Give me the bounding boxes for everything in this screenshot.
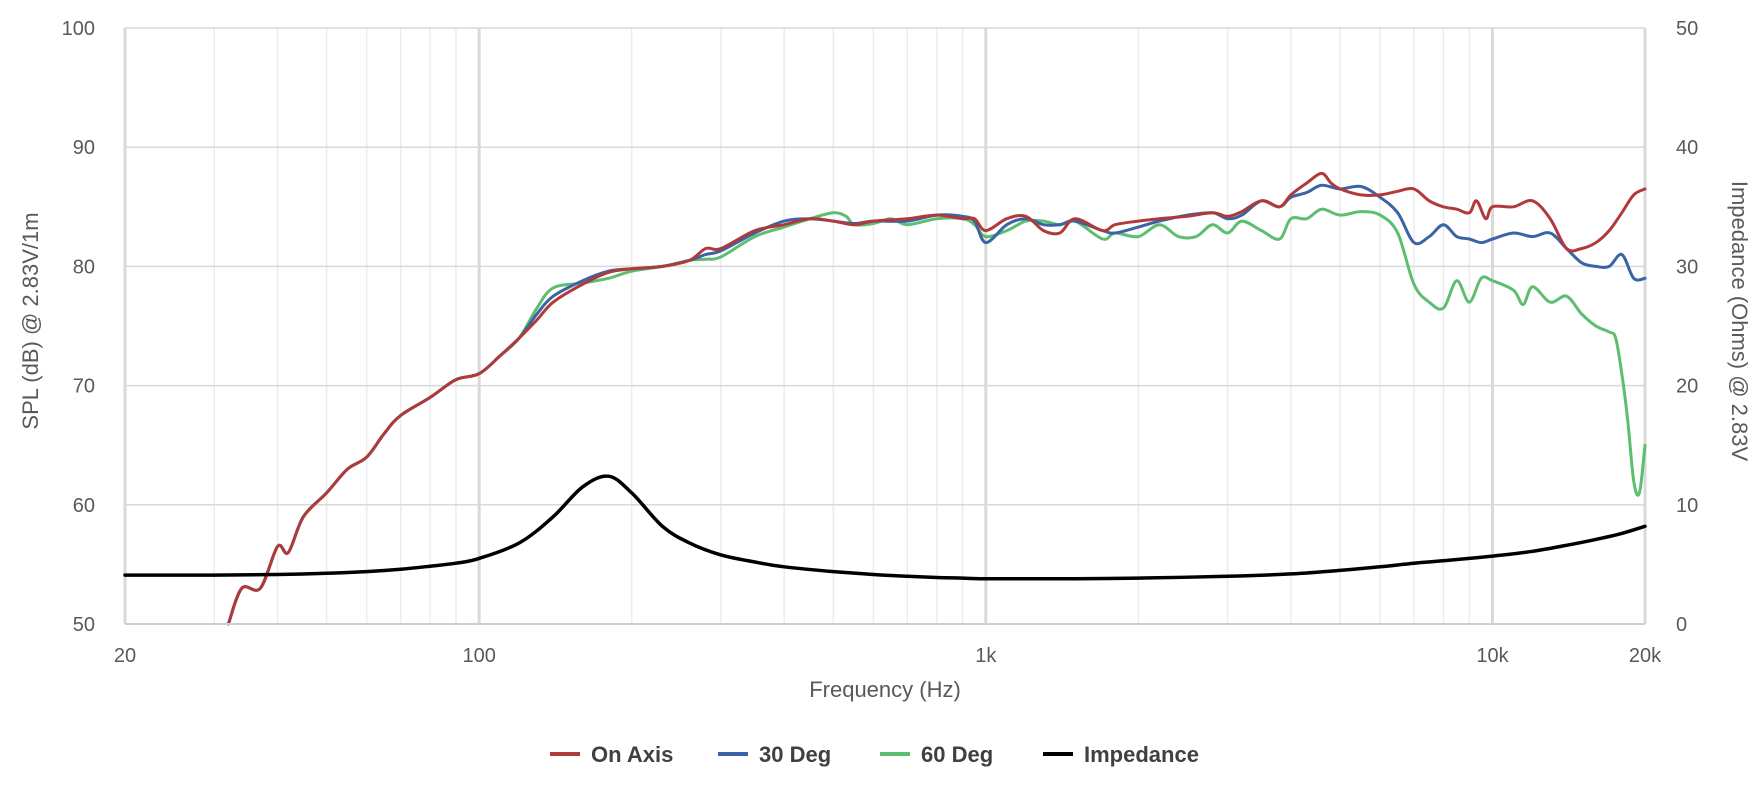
y2-axis-title: Impedance (Ohms) @ 2.83V <box>1727 181 1752 462</box>
x-tick-label: 20 <box>114 645 136 667</box>
legend: On Axis 30 Deg 60 Deg Impedance <box>550 742 1199 767</box>
y-tick-label: 80 <box>73 256 95 278</box>
legend-item-30-deg: 30 Deg <box>718 742 831 767</box>
y2-tick-label: 20 <box>1676 376 1698 398</box>
x-tick-label: 1k <box>975 645 997 667</box>
y2-tick-label: 30 <box>1676 256 1698 278</box>
series-line-on-axis <box>226 171 1647 626</box>
y2-tick-label: 50 <box>1676 18 1698 40</box>
y-tick-label: 100 <box>62 18 95 40</box>
y-tick-label: 50 <box>73 614 95 636</box>
legend-label: 30 Deg <box>759 742 831 767</box>
legend-label: 60 Deg <box>921 742 993 767</box>
y-tick-label: 90 <box>73 137 95 159</box>
y-tick-label: 60 <box>73 495 95 517</box>
y-axis-title: SPL (dB) @ 2.83V/1m <box>18 212 43 429</box>
series-line-impedance <box>123 474 1647 581</box>
y2-tick-label: 10 <box>1676 495 1698 517</box>
series-lines <box>123 171 1647 626</box>
y2-tick-label: 0 <box>1676 614 1687 636</box>
x-tick-label: 20k <box>1629 645 1662 667</box>
legend-item-60-deg: 60 Deg <box>880 742 993 767</box>
legend-label: Impedance <box>1084 742 1199 767</box>
legend-item-impedance: Impedance <box>1043 742 1199 767</box>
legend-item-on-axis: On Axis <box>550 742 673 767</box>
x-tick-label: 10k <box>1476 645 1509 667</box>
y-tick-label: 70 <box>73 376 95 398</box>
y2-tick-label: 40 <box>1676 137 1698 159</box>
grid <box>123 27 1647 624</box>
x-axis-title: Frequency (Hz) <box>809 677 961 702</box>
axes: 20 100 1k 10k 20k 50 60 70 80 90 100 0 10 20 30 40 50 <box>62 18 1699 667</box>
x-tick-label: 100 <box>462 645 495 667</box>
legend-label: On Axis <box>591 742 673 767</box>
